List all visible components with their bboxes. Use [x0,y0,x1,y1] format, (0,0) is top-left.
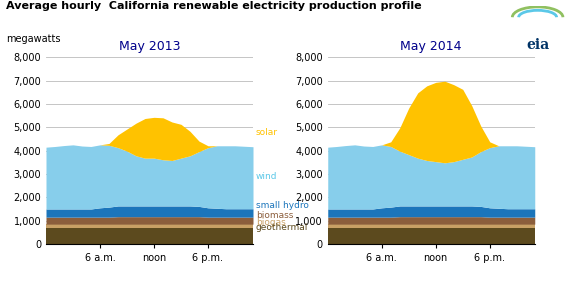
Text: biomass: biomass [256,212,293,220]
Text: small hydro: small hydro [256,201,309,210]
Text: solar: solar [256,127,278,137]
Text: Average hourly  California renewable electricity production profile: Average hourly California renewable elec… [6,1,421,11]
Text: geothermal: geothermal [256,223,308,232]
Title: May 2013: May 2013 [119,40,180,53]
Text: wind: wind [256,172,277,181]
Text: megawatts: megawatts [6,34,60,44]
Text: biogas: biogas [256,218,286,228]
Title: May 2014: May 2014 [401,40,462,53]
Text: eia: eia [526,38,549,52]
